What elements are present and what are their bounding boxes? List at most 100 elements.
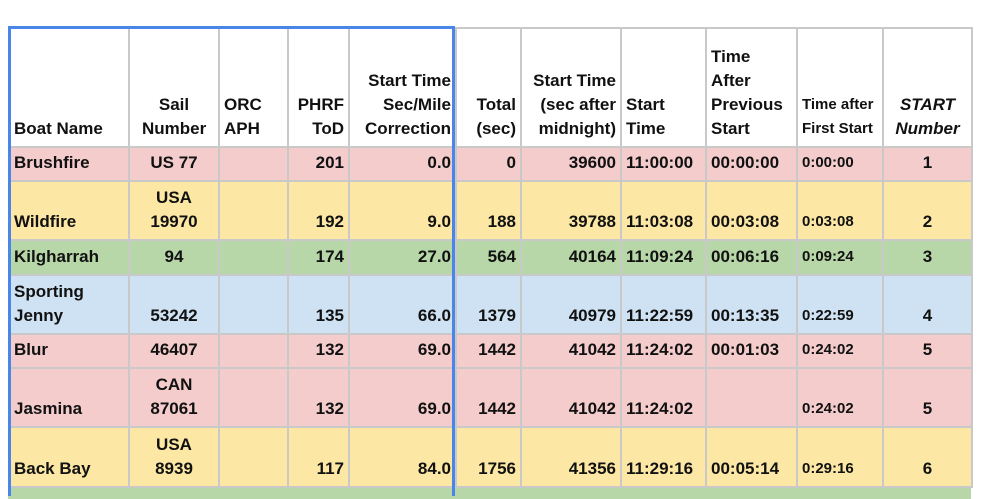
cell: 1756: [455, 426, 522, 488]
boat-row: Jasmina CAN 87061 132 69.0 1442 41042 11:24:02…: [8, 367, 973, 428]
cell: 135: [287, 274, 350, 335]
boat-row: Brushfire US 77 201 0.0 0 39600 11:00:00 00:00:…: [8, 146, 973, 182]
table: Boat Name Sail Number ORC APH PHRF ToD Start…: [8, 27, 973, 488]
cell: 117: [287, 426, 350, 488]
boat-row: Wildfire USA 19970 192 9.0 188 39788 11:03:08 0…: [8, 180, 973, 241]
cell: [218, 180, 289, 241]
cell: US 77: [128, 146, 220, 182]
column-header: Boat Name: [8, 27, 130, 148]
cell: 174: [287, 239, 350, 276]
cell: [218, 274, 289, 335]
cell: 69.0: [348, 367, 457, 428]
cell: 69.0: [348, 333, 457, 369]
cell: 27.0: [348, 239, 457, 276]
cell: 1: [882, 146, 973, 182]
column-header: Start Time Sec/Mile Correction: [348, 27, 457, 148]
cell: Brushfire: [8, 146, 130, 182]
cell: [705, 367, 798, 428]
cell: 40164: [520, 239, 622, 276]
cell: 0: [455, 146, 522, 182]
cell: 0:29:16: [796, 426, 884, 488]
cell: 00:06:16: [705, 239, 798, 276]
cell: 4: [882, 274, 973, 335]
cell: 6: [882, 426, 973, 488]
cell: 0:22:59: [796, 274, 884, 335]
cell: Blur: [8, 333, 130, 369]
cell: 0:09:24: [796, 239, 884, 276]
cell: 11:24:02: [620, 333, 707, 369]
cell: 0:03:08: [796, 180, 884, 241]
cell: 0:24:02: [796, 333, 884, 369]
boat-row: Back Bay USA 8939 117 84.0 1756 41356 11:29:16…: [8, 426, 973, 488]
cell: 11:00:00: [620, 146, 707, 182]
cell: 41042: [520, 367, 622, 428]
cell: 00:03:08: [705, 180, 798, 241]
cell: 00:05:14: [705, 426, 798, 488]
cell: [218, 367, 289, 428]
table-body: Brushfire US 77 201 0.0 0 39600 11:00:00 00:00:…: [8, 146, 973, 488]
column-header: Time After Previous Start: [705, 27, 798, 148]
cell: 94: [128, 239, 220, 276]
column-header: Time after First Start: [796, 27, 884, 148]
cell: 00:00:00: [705, 146, 798, 182]
cell: 0:24:02: [796, 367, 884, 428]
column-header: Sail Number: [128, 27, 220, 148]
cell: 132: [287, 367, 350, 428]
cell: 5: [882, 333, 973, 369]
cell: 11:24:02: [620, 367, 707, 428]
cell: 2: [882, 180, 973, 241]
cell: 41042: [520, 333, 622, 369]
cell: 5: [882, 367, 973, 428]
cell: USA 8939: [128, 426, 220, 488]
header-row: Boat Name Sail Number ORC APH PHRF ToD Start…: [8, 27, 973, 148]
boat-row: Blur 46407 132 69.0 1442 41042 11:24:02 00:01:0…: [8, 333, 973, 369]
cell: Back Bay: [8, 426, 130, 488]
column-header: ORC APH: [218, 27, 289, 148]
cell: 41356: [520, 426, 622, 488]
cell: 0.0: [348, 146, 457, 182]
cell: 564: [455, 239, 522, 276]
cell: [218, 333, 289, 369]
cell: 40979: [520, 274, 622, 335]
cell: [218, 426, 289, 488]
boat-row: Sporting Jenny 53242 135 66.0 1379 40979 11:22…: [8, 274, 973, 335]
cell: 1442: [455, 333, 522, 369]
cell: 11:29:16: [620, 426, 707, 488]
column-header: Start Time: [620, 27, 707, 148]
cell: 53242: [128, 274, 220, 335]
cell: 66.0: [348, 274, 457, 335]
cell: 132: [287, 333, 350, 369]
cell: 201: [287, 146, 350, 182]
boat-row: Kilgharrah 94 174 27.0 564 40164 11:09:24 00:06…: [8, 239, 973, 276]
cell: 192: [287, 180, 350, 241]
cell: 46407: [128, 333, 220, 369]
cell: 11:22:59: [620, 274, 707, 335]
cell: Kilgharrah: [8, 239, 130, 276]
cell: 11:03:08: [620, 180, 707, 241]
spreadsheet: Boat Name Sail Number ORC APH PHRF ToD Start…: [8, 27, 973, 488]
cell: CAN 87061: [128, 367, 220, 428]
cut-off-row: [8, 487, 971, 499]
cell: USA 19970: [128, 180, 220, 241]
cell: 0:00:00: [796, 146, 884, 182]
cell: [218, 239, 289, 276]
column-header: START Number: [882, 27, 973, 148]
cell: Wildfire: [8, 180, 130, 241]
cell: 84.0: [348, 426, 457, 488]
cell: 9.0: [348, 180, 457, 241]
cell: 3: [882, 239, 973, 276]
column-header: Start Time (sec after midnight): [520, 27, 622, 148]
cell: 39600: [520, 146, 622, 182]
cell: 39788: [520, 180, 622, 241]
column-header: Total (sec): [455, 27, 522, 148]
cell: 1379: [455, 274, 522, 335]
cell: 1442: [455, 367, 522, 428]
cell: Sporting Jenny: [8, 274, 130, 335]
cell: 00:13:35: [705, 274, 798, 335]
cell: 00:01:03: [705, 333, 798, 369]
column-header: PHRF ToD: [287, 27, 350, 148]
cell: Jasmina: [8, 367, 130, 428]
cell: [218, 146, 289, 182]
cell: 188: [455, 180, 522, 241]
